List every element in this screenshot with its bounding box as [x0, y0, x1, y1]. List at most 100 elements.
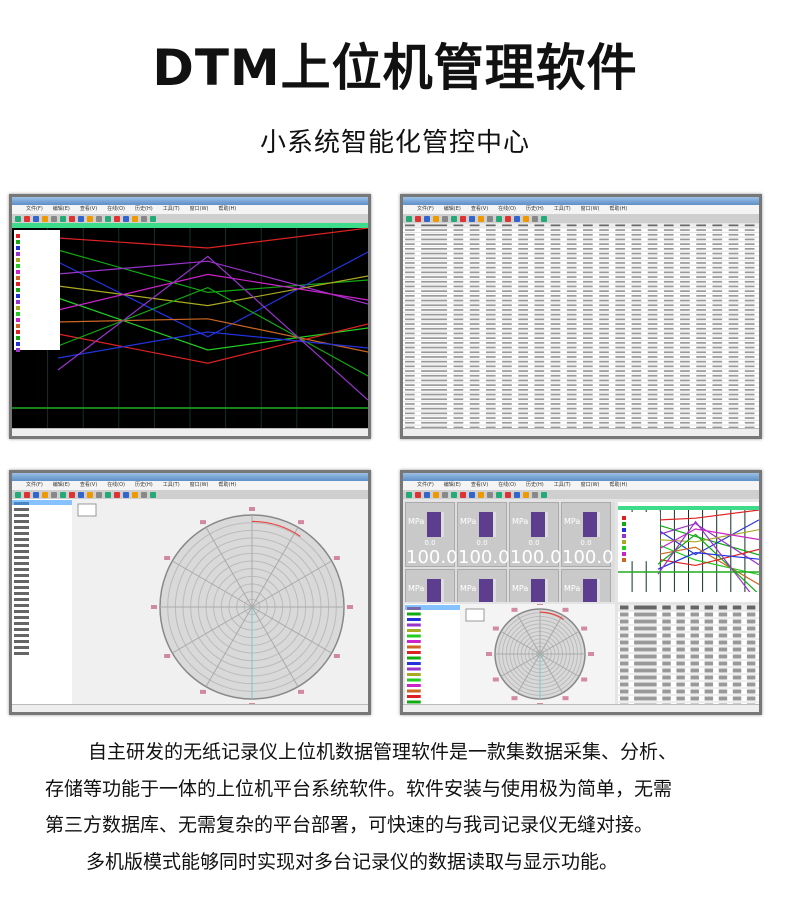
- toolbar-button[interactable]: [442, 491, 448, 498]
- toolbar-button[interactable]: [33, 491, 39, 498]
- toolbar-button[interactable]: [15, 491, 21, 498]
- menu-item[interactable]: 查看(V): [470, 206, 489, 212]
- toolbar-button[interactable]: [424, 491, 430, 498]
- toolbar-button[interactable]: [487, 215, 493, 222]
- toolbar-button[interactable]: [69, 491, 75, 498]
- toolbar-button[interactable]: [105, 491, 111, 498]
- toolbar-button[interactable]: [24, 491, 30, 498]
- toolbar-button[interactable]: [132, 491, 138, 498]
- toolbar-button[interactable]: [105, 215, 111, 222]
- toolbar-button[interactable]: [33, 215, 39, 222]
- toolbar-button[interactable]: [42, 215, 48, 222]
- toolbar-button[interactable]: [496, 215, 502, 222]
- toolbar-button[interactable]: [469, 491, 475, 498]
- toolbar-button[interactable]: [424, 215, 430, 222]
- toolbar-button[interactable]: [451, 215, 457, 222]
- toolbar-button[interactable]: [87, 215, 93, 222]
- toolbar-button[interactable]: [406, 215, 412, 222]
- menu-item[interactable]: 帮助(H): [218, 206, 237, 212]
- toolbar-button[interactable]: [123, 215, 129, 222]
- toolbar-button[interactable]: [132, 215, 138, 222]
- menu-item[interactable]: 历史(H): [135, 482, 153, 488]
- toolbar-button[interactable]: [51, 215, 57, 222]
- menu-item[interactable]: 工具(T): [553, 206, 571, 212]
- menu-item[interactable]: 文件(F): [26, 482, 43, 488]
- toolbar-button[interactable]: [415, 491, 421, 498]
- toolbar-button[interactable]: [505, 215, 511, 222]
- menu-item[interactable]: 工具(T): [162, 206, 180, 212]
- toolbar-button[interactable]: [87, 491, 93, 498]
- toolbar-button[interactable]: [15, 215, 21, 222]
- menu-item[interactable]: 在线(O): [498, 206, 517, 212]
- toolbar-button[interactable]: [24, 215, 30, 222]
- menu-item[interactable]: 文件(F): [417, 206, 434, 212]
- toolbar-button[interactable]: [460, 215, 466, 222]
- toolbar-button[interactable]: [487, 491, 493, 498]
- toolbar-button[interactable]: [478, 215, 484, 222]
- toolbar-button[interactable]: [523, 215, 529, 222]
- menu-item[interactable]: 查看(V): [470, 482, 489, 488]
- toolbar-button[interactable]: [69, 215, 75, 222]
- toolbar-button[interactable]: [541, 215, 547, 222]
- toolbar-button[interactable]: [114, 491, 120, 498]
- toolbar-button[interactable]: [150, 491, 156, 498]
- toolbar-button[interactable]: [496, 491, 502, 498]
- menu-item[interactable]: 编辑(E): [443, 482, 461, 488]
- menu-item[interactable]: 查看(V): [79, 206, 98, 212]
- toolbar-button[interactable]: [532, 491, 538, 498]
- toolbar-button[interactable]: [442, 215, 448, 222]
- toolbar-button[interactable]: [478, 491, 484, 498]
- toolbar-button[interactable]: [78, 491, 84, 498]
- toolbar-button[interactable]: [415, 215, 421, 222]
- toolbar-button[interactable]: [514, 215, 520, 222]
- menu-item[interactable]: 窗口(W): [189, 206, 209, 212]
- menu-item[interactable]: 在线(O): [107, 206, 126, 212]
- toolbar-button[interactable]: [523, 491, 529, 498]
- menu-item[interactable]: 帮助(H): [218, 482, 237, 488]
- menu-item[interactable]: 在线(O): [498, 482, 517, 488]
- menu-item[interactable]: 帮助(H): [609, 482, 628, 488]
- menu-item[interactable]: 历史(H): [526, 482, 544, 488]
- toolbar-button[interactable]: [451, 491, 457, 498]
- menu-item[interactable]: 窗口(W): [189, 482, 209, 488]
- menu-item[interactable]: 编辑(E): [52, 482, 70, 488]
- menu-item[interactable]: 历史(H): [526, 206, 544, 212]
- toolbar-button[interactable]: [150, 215, 156, 222]
- toolbar-button[interactable]: [78, 215, 84, 222]
- toolbar-button[interactable]: [60, 491, 66, 498]
- toolbar-button[interactable]: [532, 215, 538, 222]
- toolbar-button[interactable]: [141, 215, 147, 222]
- toolbar-button[interactable]: [141, 491, 147, 498]
- menu-item[interactable]: 历史(H): [135, 206, 153, 212]
- menu-item[interactable]: 帮助(H): [609, 206, 628, 212]
- toolbar-button[interactable]: [96, 215, 102, 222]
- menu-item[interactable]: 窗口(W): [580, 206, 600, 212]
- toolbar-button[interactable]: [42, 491, 48, 498]
- toolbar-button[interactable]: [460, 491, 466, 498]
- toolbar-button[interactable]: [433, 491, 439, 498]
- toolbar-button[interactable]: [123, 491, 129, 498]
- toolbar-button[interactable]: [114, 215, 120, 222]
- menu-item[interactable]: 工具(T): [553, 482, 571, 488]
- menu-item[interactable]: 文件(F): [26, 206, 43, 212]
- toolbar-button[interactable]: [96, 491, 102, 498]
- toolbar-button[interactable]: [514, 491, 520, 498]
- menu-item[interactable]: 文件(F): [417, 482, 434, 488]
- menu-item[interactable]: 编辑(E): [52, 206, 70, 212]
- menu-item[interactable]: 窗口(W): [580, 482, 600, 488]
- menu-item[interactable]: 工具(T): [162, 482, 180, 488]
- menu-item[interactable]: 在线(O): [107, 482, 126, 488]
- menu-item[interactable]: 查看(V): [79, 482, 98, 488]
- toolbar-button[interactable]: [505, 491, 511, 498]
- menu-item[interactable]: 编辑(E): [443, 206, 461, 212]
- toolbar-button[interactable]: [541, 491, 547, 498]
- toolbar-button[interactable]: [433, 215, 439, 222]
